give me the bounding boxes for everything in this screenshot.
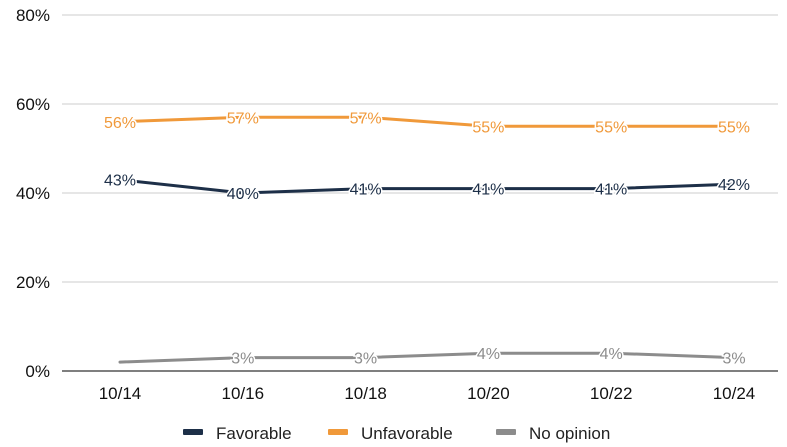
series-line-favorable (118, 178, 736, 195)
gridlines (62, 14, 778, 283)
data-label: 4% (600, 346, 623, 363)
x-tick-label: 10/18 (344, 384, 387, 403)
data-label: 4% (477, 346, 500, 363)
series-lines (118, 115, 736, 364)
data-label: 3% (231, 351, 254, 368)
y-tick-label: 0% (25, 362, 50, 381)
series-line-no-opinion (118, 351, 736, 364)
data-label: 55% (718, 119, 750, 136)
data-label: 57% (227, 110, 259, 127)
data-label: 56% (104, 115, 136, 132)
x-tick-label: 10/14 (99, 384, 142, 403)
axes: 0% 20% 40% 60% 80% 10/14 10/16 10/18 10/20 10/22 1… (16, 6, 778, 403)
x-tick-label: 10/20 (467, 384, 510, 403)
y-tick-label: 60% (16, 95, 50, 114)
data-label: 42% (718, 177, 750, 194)
x-tick-label: 10/22 (590, 384, 633, 403)
x-tick-label: 10/24 (713, 384, 756, 403)
data-label: 55% (472, 119, 504, 136)
legend-swatch (496, 429, 516, 435)
data-labels: 43% 40% 41% 41% 41% 42% 56% 57% 57% 55% 55% 55% 3% 3%… (102, 109, 751, 369)
data-label: 43% (104, 173, 136, 190)
y-tick-label: 40% (16, 184, 50, 203)
legend-swatch (183, 429, 203, 435)
data-label: 3% (722, 351, 745, 368)
data-label: 40% (227, 186, 259, 203)
data-label: 41% (595, 182, 627, 199)
data-label: 3% (354, 351, 377, 368)
data-label: 55% (595, 119, 627, 136)
data-label: 41% (472, 182, 504, 199)
legend-label: Favorable (216, 424, 292, 443)
y-tick-label: 80% (16, 6, 50, 25)
data-label: 57% (350, 110, 382, 127)
legend-label: No opinion (529, 424, 610, 443)
legend-swatch (328, 429, 348, 435)
legend: Favorable Unfavorable No opinion (183, 424, 610, 443)
y-tick-label: 20% (16, 273, 50, 292)
series-line-unfavorable (118, 115, 736, 128)
x-tick-label: 10/16 (222, 384, 265, 403)
legend-label: Unfavorable (361, 424, 453, 443)
data-label: 41% (350, 182, 382, 199)
